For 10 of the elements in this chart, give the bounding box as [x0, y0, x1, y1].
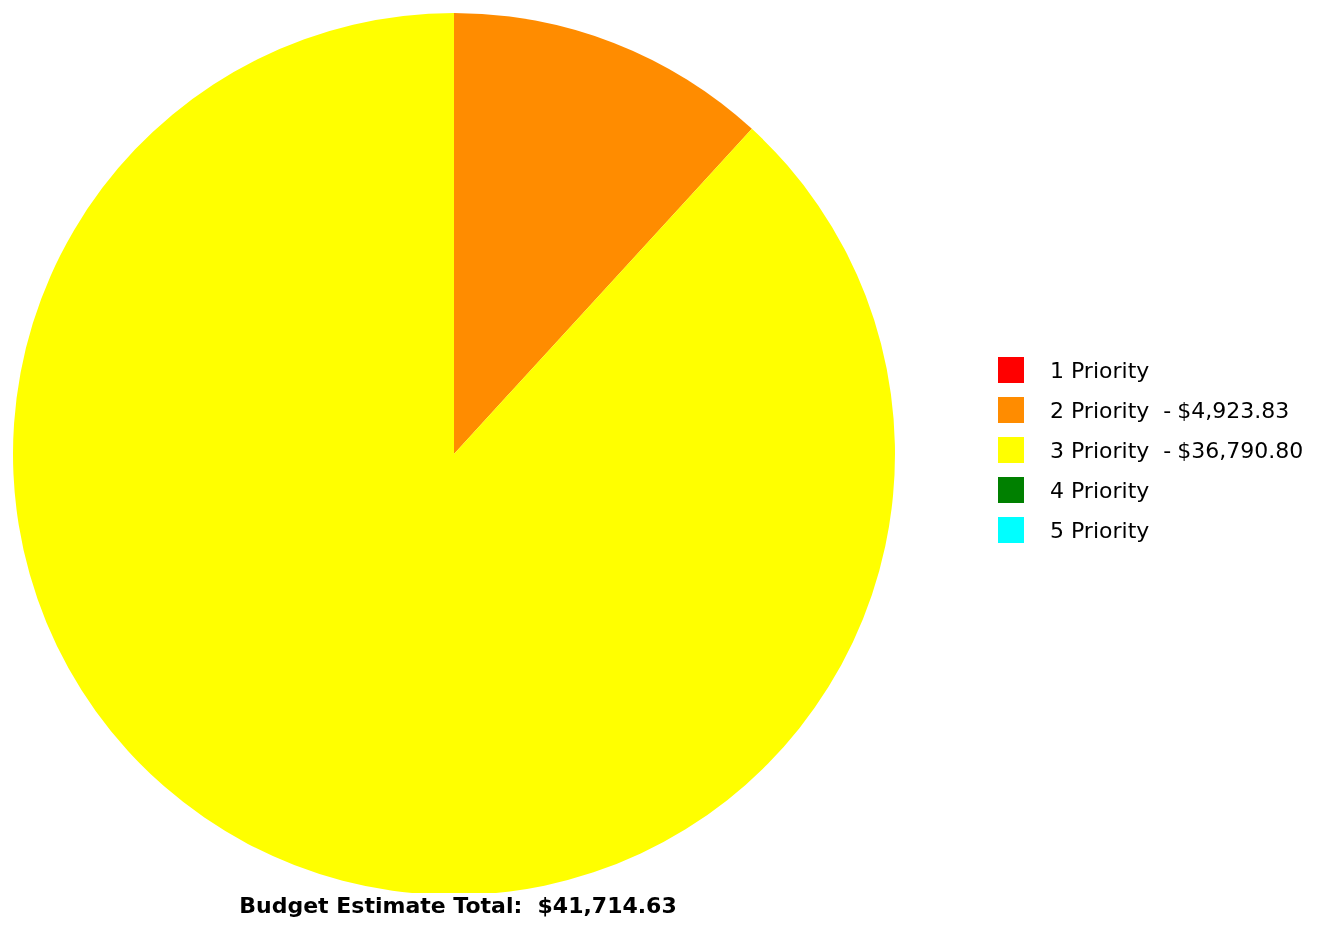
legend-label: 5 Priority: [1050, 518, 1150, 543]
pie-slice: [13, 13, 895, 893]
legend-label: 2 Priority -: [1050, 398, 1172, 423]
pie-slice: [454, 13, 752, 454]
legend-label: 4 Priority: [1050, 478, 1150, 503]
text: Budget Estimate Total: $41,714.63: [238, 893, 678, 918]
legend-label: 1 Priority: [1050, 358, 1150, 383]
data-label: $36,790.80: [1177, 438, 1304, 463]
legend-label: 3 Priority -: [1050, 438, 1172, 463]
data-label: $4,923.83: [1177, 398, 1290, 423]
